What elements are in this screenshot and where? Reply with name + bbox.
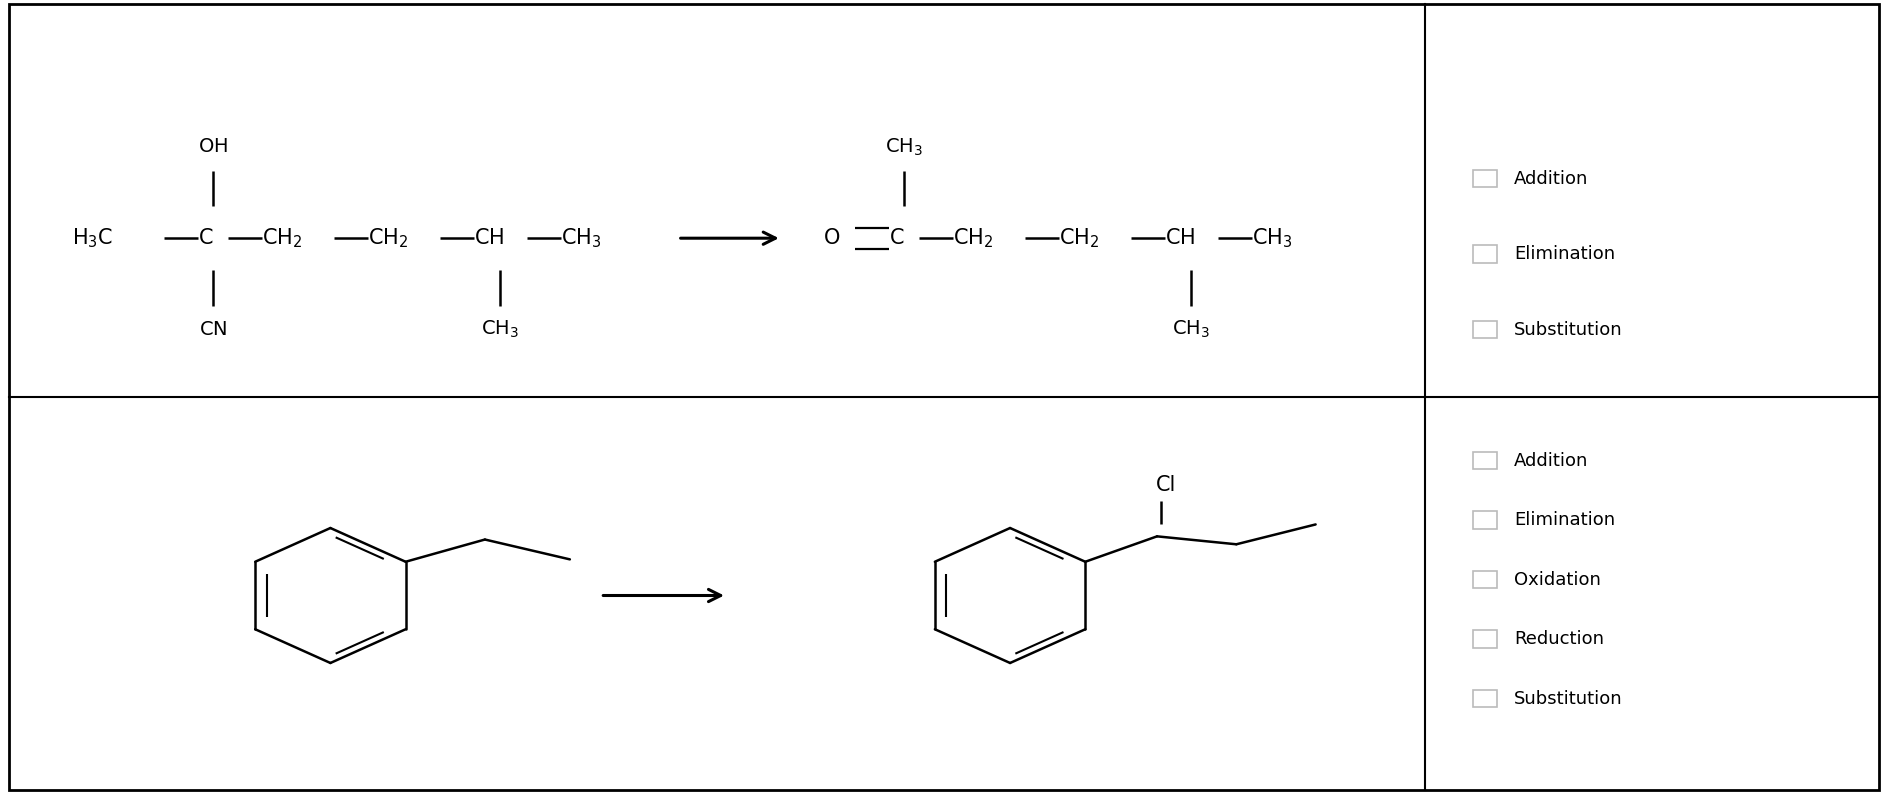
Text: Addition: Addition bbox=[1514, 452, 1588, 469]
Text: Oxidation: Oxidation bbox=[1514, 571, 1601, 588]
Text: Elimination: Elimination bbox=[1514, 245, 1616, 263]
Bar bbox=[1473, 511, 1497, 529]
Bar bbox=[1473, 245, 1497, 263]
Text: $\mathsf{CH_3}$: $\mathsf{CH_3}$ bbox=[885, 137, 923, 157]
Text: $\mathsf{CH_2}$: $\mathsf{CH_2}$ bbox=[1059, 226, 1099, 250]
Text: $\mathsf{H_3C}$: $\mathsf{H_3C}$ bbox=[72, 226, 113, 250]
Text: $\mathsf{CH_3}$: $\mathsf{CH_3}$ bbox=[481, 319, 519, 340]
Text: Elimination: Elimination bbox=[1514, 511, 1616, 529]
Bar bbox=[1473, 690, 1497, 707]
Bar bbox=[1473, 170, 1497, 187]
Text: Addition: Addition bbox=[1514, 170, 1588, 187]
Text: $\mathsf{CH_3}$: $\mathsf{CH_3}$ bbox=[1172, 319, 1210, 340]
Text: Cl: Cl bbox=[1155, 475, 1176, 495]
Bar bbox=[1473, 630, 1497, 648]
Bar bbox=[1473, 321, 1497, 338]
Text: $\mathsf{C}$: $\mathsf{C}$ bbox=[889, 228, 904, 249]
Text: Substitution: Substitution bbox=[1514, 690, 1624, 707]
Text: $\mathsf{CH_3}$: $\mathsf{CH_3}$ bbox=[561, 226, 600, 250]
Text: $\mathsf{O}$: $\mathsf{O}$ bbox=[823, 228, 840, 249]
Text: $\mathsf{CH_2}$: $\mathsf{CH_2}$ bbox=[262, 226, 302, 250]
Text: $\mathsf{CH_2}$: $\mathsf{CH_2}$ bbox=[368, 226, 408, 250]
Text: Substitution: Substitution bbox=[1514, 321, 1624, 338]
Bar bbox=[1473, 452, 1497, 469]
Text: $\mathsf{CH_3}$: $\mathsf{CH_3}$ bbox=[1252, 226, 1291, 250]
Text: Reduction: Reduction bbox=[1514, 630, 1605, 648]
Text: $\mathsf{OH}$: $\mathsf{OH}$ bbox=[198, 137, 228, 156]
Bar bbox=[1473, 571, 1497, 588]
Text: $\mathsf{CH}$: $\mathsf{CH}$ bbox=[474, 228, 504, 249]
Text: $\mathsf{CH_2}$: $\mathsf{CH_2}$ bbox=[953, 226, 993, 250]
Text: $\mathsf{CH}$: $\mathsf{CH}$ bbox=[1165, 228, 1195, 249]
Text: $\mathsf{C}$: $\mathsf{C}$ bbox=[198, 228, 213, 249]
Text: $\mathsf{CN}$: $\mathsf{CN}$ bbox=[200, 320, 227, 339]
